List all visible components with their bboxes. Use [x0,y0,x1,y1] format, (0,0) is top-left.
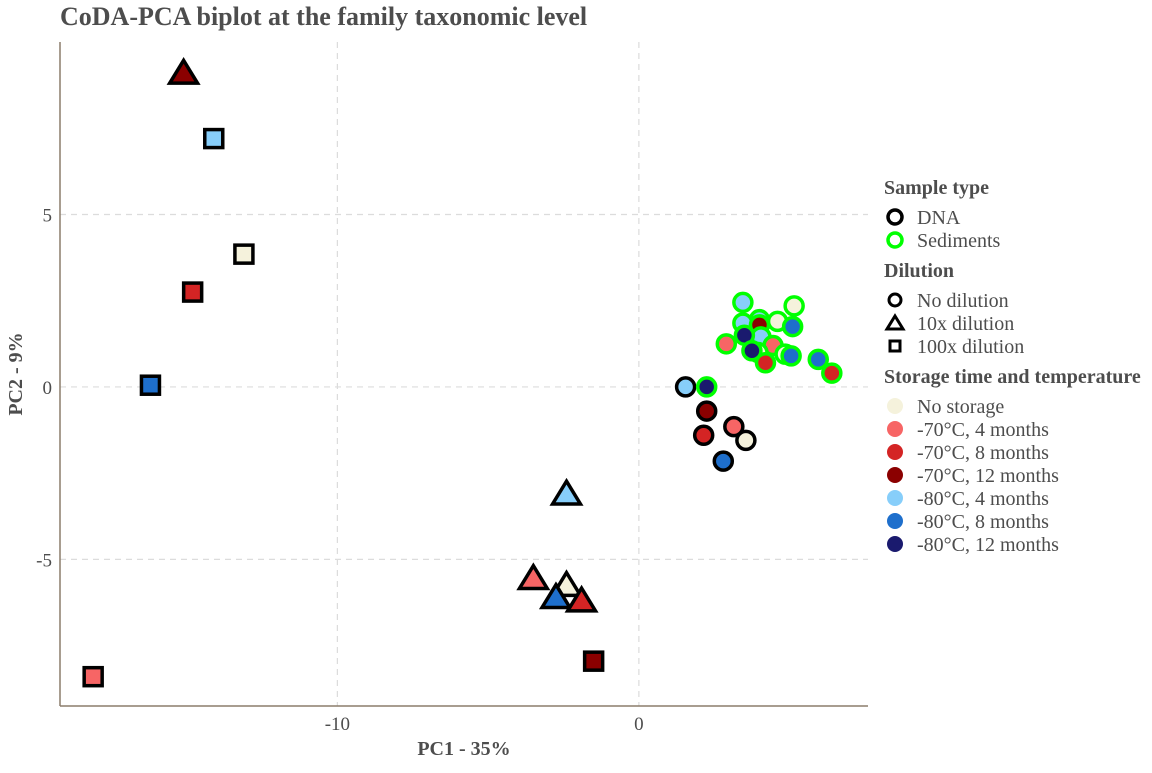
legend-item-label: -70°C, 4 months [917,419,1049,441]
y-tick-label: 0 [43,378,53,399]
data-point-square [139,374,162,396]
data-point-square [233,243,255,265]
data-point-circle [735,429,757,452]
axes [59,42,868,707]
data-point-circle [695,400,718,422]
chart-title: CoDA-PCA biplot at the family taxonomic … [60,2,587,31]
legend-key-fill [887,467,903,483]
data-points [82,57,843,688]
data-point-triangle [549,477,584,506]
legend-key-outline [886,231,904,249]
data-point-circle [754,352,777,374]
legend-item-label: -70°C, 8 months [917,442,1049,464]
legend-key-fill [887,421,903,437]
legend-item-label: -80°C, 4 months [917,488,1049,510]
legend-item-label: DNA [917,207,961,229]
data-point-circle [821,362,843,384]
data-point-circle [695,376,718,398]
legend-key-square [888,339,902,353]
legend-key-circle [887,292,903,308]
data-point-circle [741,339,763,362]
x-tick-label: -10 [325,714,350,735]
tick-labels: -10 0 -5 0 5 [36,205,643,735]
legend-key-fill [887,536,903,552]
data-point-circle [674,376,697,398]
legend-item-label: Sediments [917,230,1001,252]
legend-key-fill [887,444,903,460]
legend-key-fill [887,398,903,414]
legend-item-label: No storage [917,396,1004,418]
legend-key-outline [886,208,904,226]
legend-title: Sample type [884,177,989,199]
legend-item-label: No dilution [917,290,1009,312]
legend-title: Storage time and temperature [884,366,1141,388]
legend-item-label: -70°C, 12 months [917,465,1059,487]
data-point-circle [692,424,715,446]
legend-item-label: 100x dilution [917,336,1024,358]
legend-title: Dilution [884,260,954,282]
y-axis-label: PC2 - 9% [5,332,27,415]
grid-lines [60,42,868,706]
y-tick-label: 5 [43,205,53,226]
legend-key-triangle [884,313,906,331]
data-point-square [181,281,204,303]
data-point-triangle [516,562,551,591]
data-point-circle [783,295,805,317]
legend-item-label: -80°C, 12 months [917,534,1059,556]
data-point-circle [715,333,738,355]
legend-key-fill [887,490,903,506]
data-point-circle [712,450,735,472]
x-tick-label: 0 [634,714,644,735]
data-point-circle [732,291,754,314]
data-point-circle [723,415,745,438]
legend-key-fill [887,513,903,529]
legend-item-label: 10x dilution [917,313,1014,335]
data-point-circle [780,345,802,367]
legend-item-label: -80°C, 8 months [917,511,1049,533]
data-point-circle [781,315,804,338]
data-point-square [82,665,104,688]
x-axis-label: PC1 - 35% [417,738,510,760]
y-tick-label: -5 [36,550,52,571]
data-point-triangle [166,57,201,85]
data-point-square [203,127,225,150]
data-point-square [582,650,605,672]
data-point-triangle [538,581,573,610]
data-point-circle [807,348,830,371]
data-point-triangle [564,584,599,613]
